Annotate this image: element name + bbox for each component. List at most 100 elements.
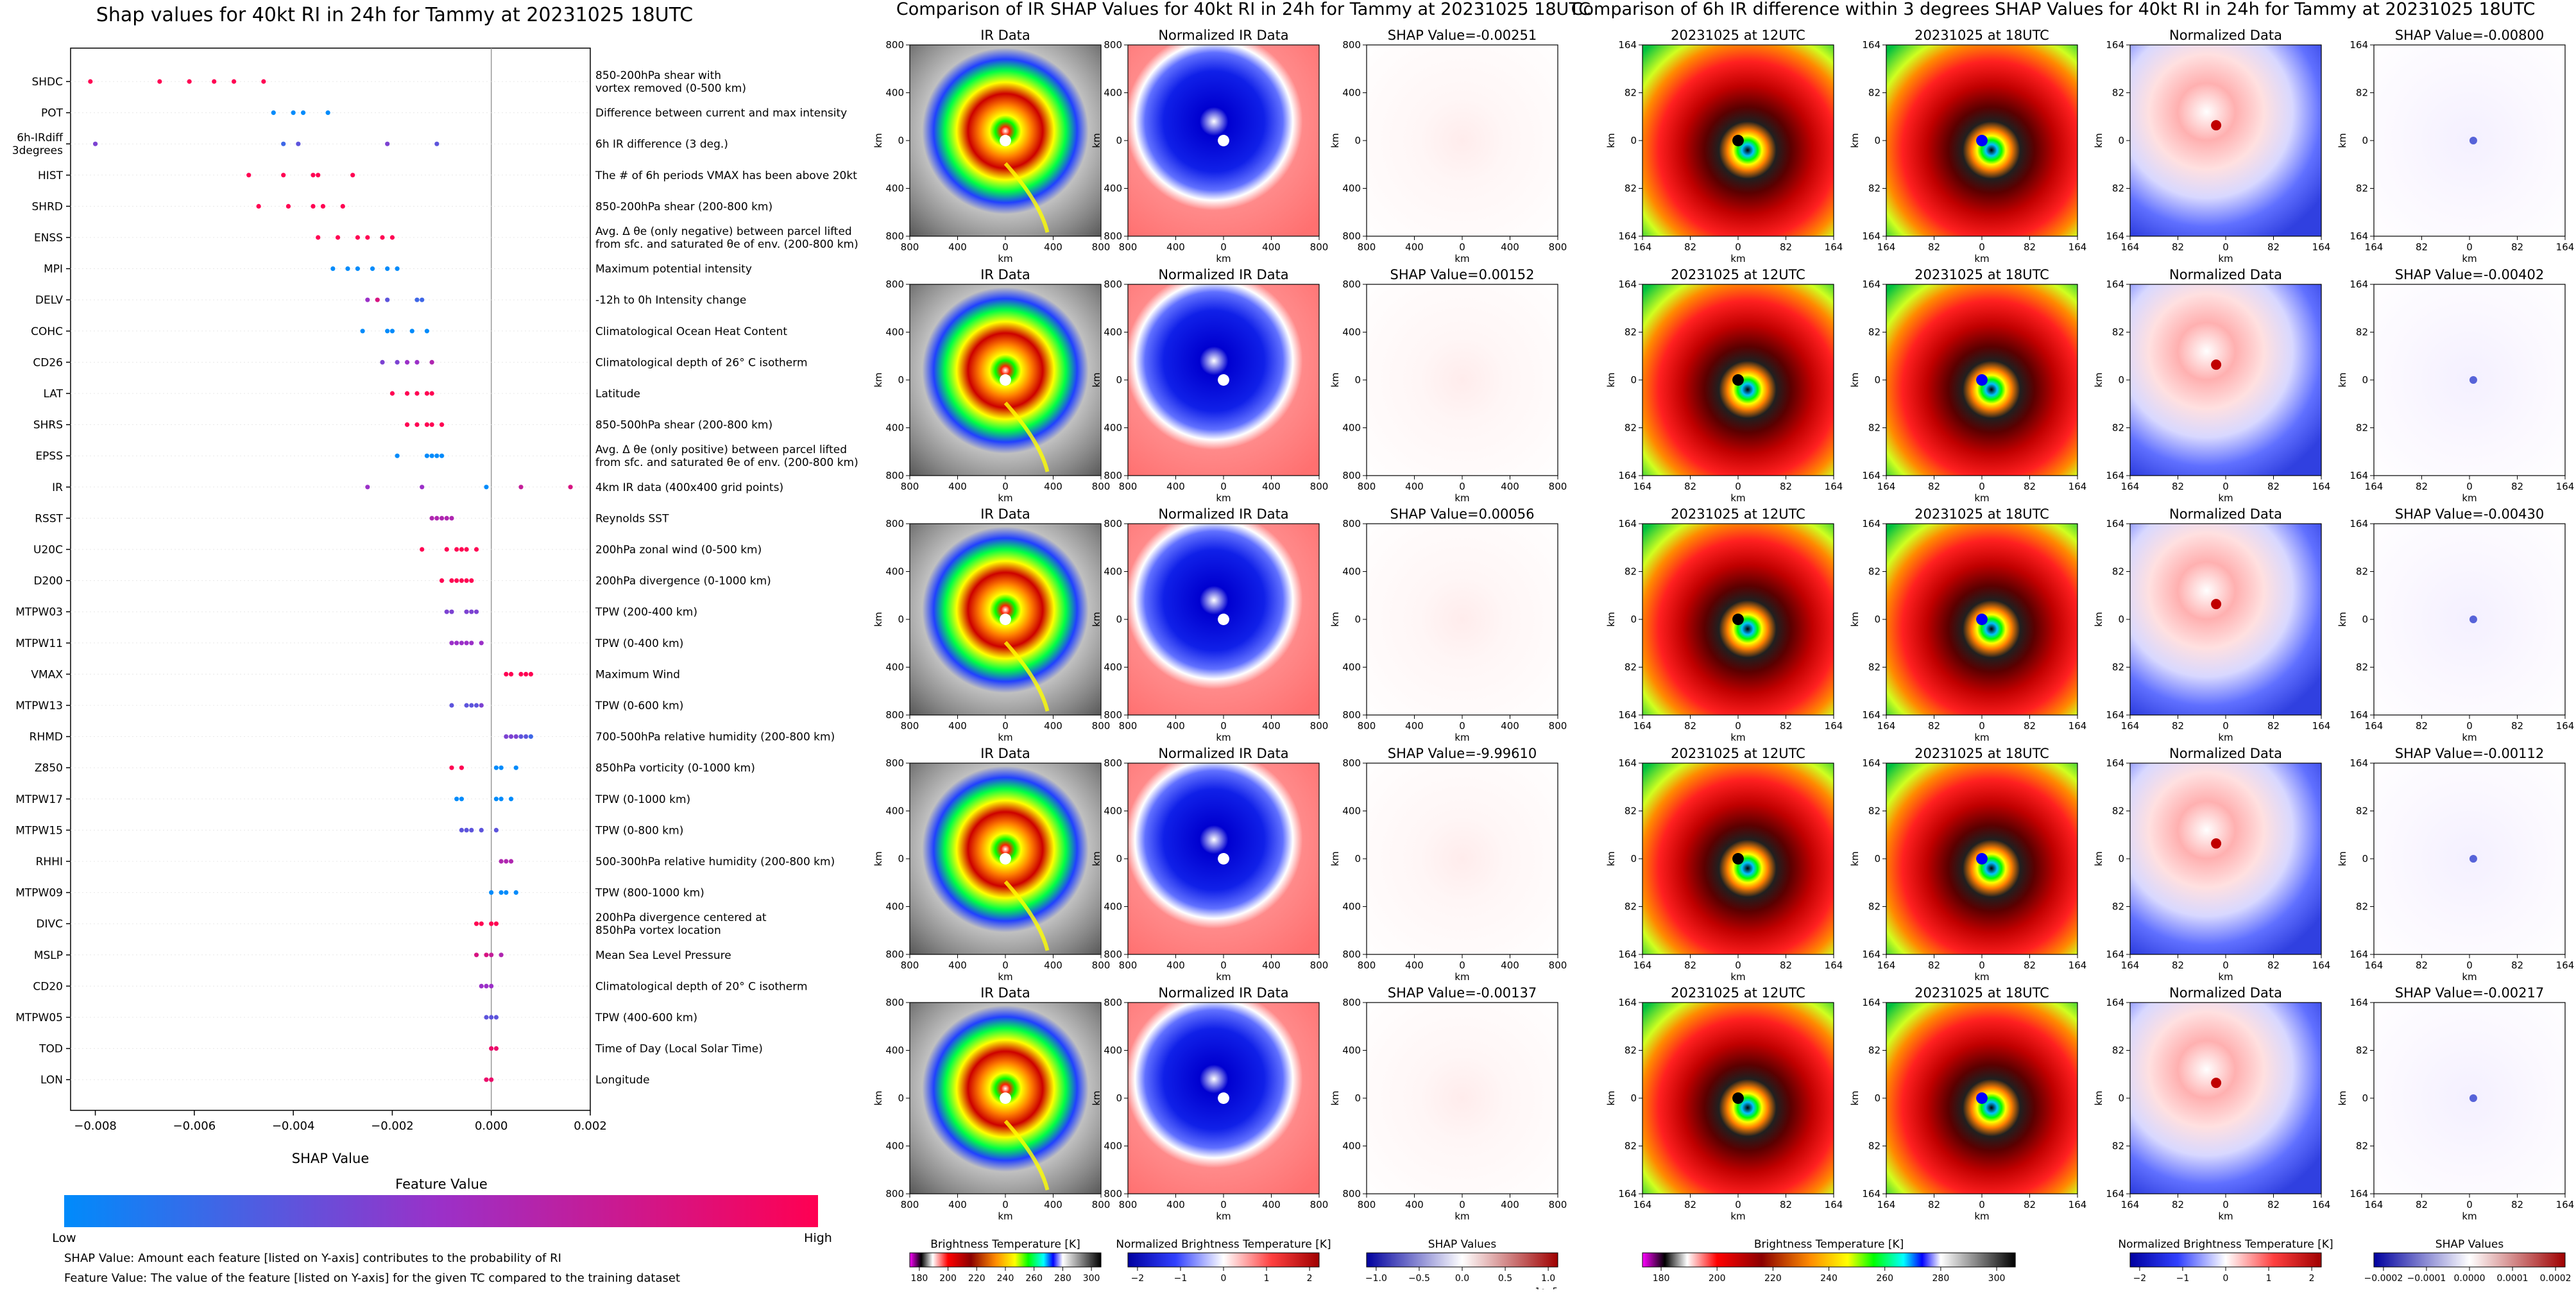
shap-point: [489, 1046, 494, 1051]
x-tick-label: 400: [1262, 1199, 1281, 1210]
rain-band: [1003, 880, 1050, 951]
y-tick-label: 82: [1868, 327, 1881, 338]
shap-point: [469, 609, 474, 614]
shap-point: [464, 578, 469, 583]
x-tick-label: 400: [1166, 720, 1185, 732]
y-tick-label: 800: [885, 279, 904, 290]
shap-point: [518, 485, 524, 490]
x-axis-label: km: [1974, 971, 1989, 983]
shap-point: [504, 859, 509, 864]
shap-point: [429, 422, 434, 427]
panel-title: 20231025 at 18UTC: [1915, 28, 2049, 43]
x-tick-label: 164: [2365, 241, 2384, 253]
shap-point: [484, 983, 489, 988]
x-tick-label: 164: [1825, 720, 1843, 732]
x-tick-label: 800: [1119, 1199, 1138, 1210]
y-tick-label: 82: [2112, 183, 2124, 194]
y-tick-label: 82: [2356, 1141, 2368, 1152]
image-panel: SHAP Value=-0.00217164164828200828216416…: [2337, 985, 2574, 1222]
shap-point: [499, 952, 504, 958]
y-tick-label: 800: [1342, 949, 1361, 960]
x-axis-label: km: [1216, 732, 1231, 743]
warm-anomaly: [2211, 599, 2222, 610]
y-tick-label: 0: [1354, 614, 1361, 625]
y-tick-label: 82: [1868, 1045, 1881, 1056]
y-tick-label: 82: [1868, 183, 1881, 194]
y-tick-label: 164: [1862, 997, 1881, 1008]
y-tick-label: 82: [1868, 87, 1881, 99]
x-tick-label: 82: [2511, 720, 2523, 732]
x-tick-label: 0: [1002, 481, 1009, 492]
y-tick-label: 0: [1116, 614, 1122, 625]
shap-point: [350, 173, 355, 178]
shap-point: [380, 235, 385, 240]
y-tick-label: 164: [2350, 1188, 2368, 1200]
y-tick-label: 82: [2356, 1045, 2368, 1056]
image-panel: Normalized Data1641648282008282164164kmk…: [2093, 28, 2330, 264]
x-tick-label: 0: [2222, 720, 2229, 732]
y-tick-label: 82: [1625, 662, 1637, 673]
y-tick-label: 82: [2356, 805, 2368, 817]
shap-point: [459, 765, 465, 770]
x-tick-label: 400: [1166, 241, 1185, 253]
colorbar-tick-label: 1: [1264, 1273, 1270, 1284]
colorbar-tick-label: 260: [1025, 1273, 1043, 1284]
feature-name-cohc: COHC: [31, 325, 63, 338]
feature-name-epss: EPSS: [35, 450, 63, 463]
x-tick-label: 164: [2312, 241, 2331, 253]
y-tick-label: 164: [1618, 279, 1637, 290]
y-axis-label: km: [2337, 612, 2348, 626]
x-tick-label: 0: [2466, 481, 2473, 492]
shap-hotspot: [2469, 616, 2477, 623]
x-tick-label: 82: [1780, 960, 1792, 971]
warm-anomaly: [2211, 359, 2222, 370]
rain-band: [1003, 1119, 1050, 1191]
x-tick-label: 800: [1310, 720, 1329, 732]
feature-name-mslp: MSLP: [34, 949, 63, 962]
x-tick-label: 400: [948, 720, 967, 732]
y-axis-label: km: [2337, 1090, 2348, 1105]
x-tick-label: 164: [2121, 960, 2140, 971]
image-panel: 20231025 at 18UTC1641648282008282164164k…: [1849, 985, 2086, 1222]
shap-point: [518, 734, 524, 739]
shap-point: [212, 79, 217, 84]
shap-point: [296, 141, 301, 146]
colorbar-tick-label: 1: [2266, 1273, 2272, 1284]
shap-point: [256, 203, 261, 209]
warm-anomaly: [2211, 838, 2222, 849]
shap-point: [459, 578, 465, 583]
shap-point: [449, 765, 454, 770]
panel-title: Normalized IR Data: [1158, 267, 1288, 282]
x-tick-label: 82: [1684, 481, 1696, 492]
shap-point: [499, 765, 504, 770]
y-tick-label: 164: [2350, 230, 2368, 242]
colorbar-tick-label: 0.0000: [2454, 1273, 2486, 1284]
y-axis-label: km: [1091, 133, 1102, 148]
x-tick-label: 0: [2222, 481, 2229, 492]
y-axis-label: km: [1091, 612, 1102, 626]
x-tick-label: 164: [2365, 1199, 2384, 1210]
y-tick-label: 400: [1104, 662, 1122, 673]
y-tick-label: 800: [1342, 518, 1361, 530]
x-tick-label: 0: [1979, 960, 1985, 971]
feature-value-colorbar: [64, 1195, 818, 1227]
x-tick-label: 82: [2511, 1199, 2523, 1210]
x-tick-label: 400: [1501, 1199, 1519, 1210]
x-tick-label: 400: [1166, 1199, 1185, 1210]
x-tick-label: 164: [2556, 960, 2575, 971]
x-tick-label: 82: [2416, 241, 2428, 253]
y-tick-label: 0: [2362, 1092, 2368, 1104]
panel-title: SHAP Value=-0.00800: [2395, 28, 2545, 43]
x-tick-label: 82: [2267, 481, 2280, 492]
colorbar-title: SHAP Values: [1428, 1238, 1497, 1251]
shap-point: [464, 609, 469, 614]
x-tick-label: 82: [2511, 481, 2523, 492]
shap-point: [518, 671, 524, 676]
colorbar-tick-label: 240: [997, 1273, 1014, 1284]
y-axis-label: km: [873, 133, 884, 148]
storm-eye: [1976, 614, 1988, 625]
x-tick-label: −0.002: [371, 1119, 414, 1133]
x-tick-label: 82: [1780, 481, 1792, 492]
shap-point: [434, 515, 439, 521]
y-tick-label: 82: [2112, 566, 2124, 578]
